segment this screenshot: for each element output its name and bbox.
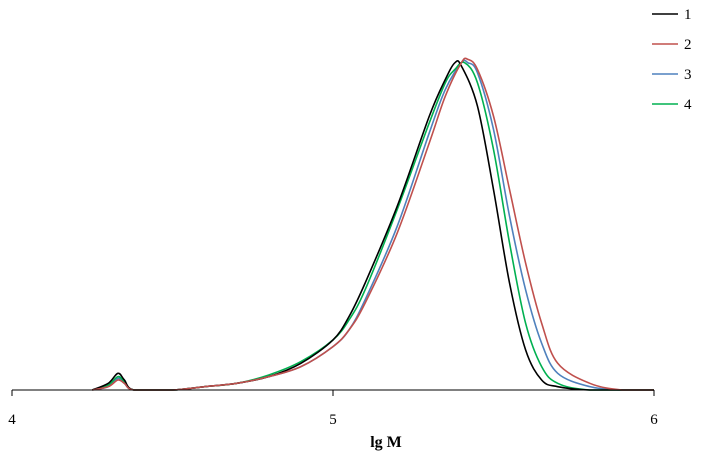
legend-label: 3	[684, 67, 692, 83]
legend-label: 4	[684, 97, 692, 113]
legend-item-2: 2	[652, 37, 692, 53]
legend-item-3: 3	[652, 67, 692, 83]
x-ticks: 4 5 6	[8, 390, 658, 428]
x-axis: 4 5 6 lg M	[8, 389, 658, 451]
legend-item-1: 1	[652, 7, 692, 23]
series-line-3	[92, 59, 654, 391]
x-tick-label: 5	[329, 412, 337, 428]
x-axis-title: lg M	[370, 434, 402, 451]
legend-label: 1	[684, 7, 692, 23]
x-tick-label: 6	[650, 412, 658, 428]
series-line-1	[91, 60, 654, 391]
legend-label: 2	[684, 37, 692, 53]
legend-item-4: 4	[652, 97, 692, 113]
x-tick-label: 4	[8, 412, 16, 428]
series-line-4	[92, 61, 654, 391]
legend: 1 2 3 4	[652, 7, 692, 113]
plot-lines	[91, 57, 654, 391]
series-line-2	[92, 57, 654, 391]
